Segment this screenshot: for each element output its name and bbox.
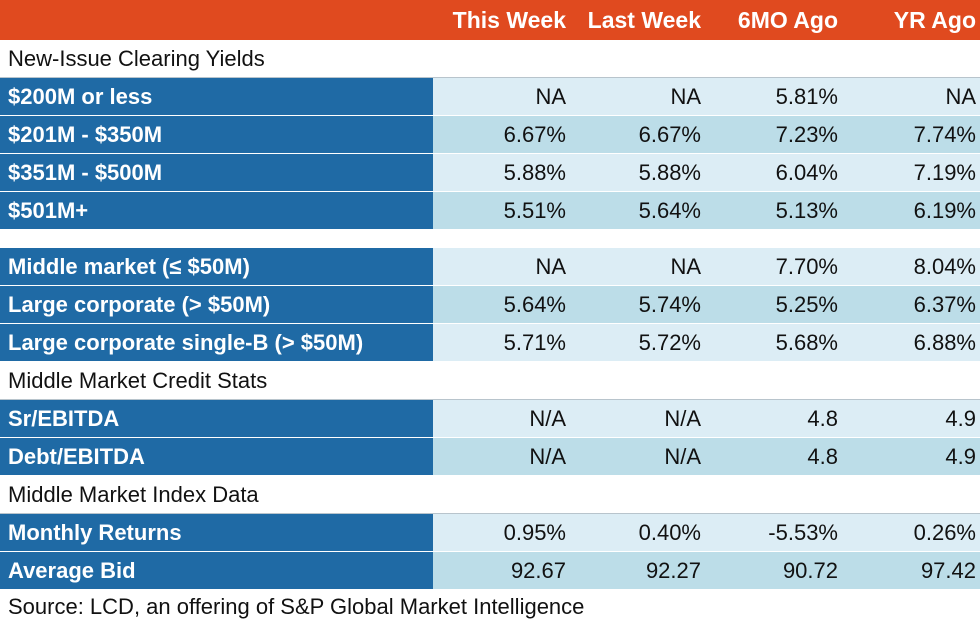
cell-last-week: 92.27 (568, 552, 703, 590)
source-note: Source: LCD, an offering of S&P Global M… (8, 594, 585, 619)
cell-yr-ago: 4.9 (840, 400, 980, 438)
cell-6mo-ago: 5.68% (703, 324, 840, 362)
row-label: $351M - $500M (0, 154, 433, 192)
row-label: Monthly Returns (0, 514, 433, 552)
cell-6mo-ago: 4.8 (703, 400, 840, 438)
row-label: Large corporate single-B (> $50M) (0, 324, 433, 362)
cell-this-week: N/A (433, 400, 568, 438)
section-title-credit-stats: Middle Market Credit Stats (0, 362, 980, 400)
row-label: Large corporate (> $50M) (0, 286, 433, 324)
cell-last-week: 5.88% (568, 154, 703, 192)
cell-this-week: NA (433, 248, 568, 286)
table-row: $200M or less NA NA 5.81% NA (0, 78, 980, 116)
table-header: This Week Last Week 6MO Ago YR Ago (0, 0, 980, 40)
row-label: Debt/EBITDA (0, 438, 433, 476)
cell-yr-ago: 6.37% (840, 286, 980, 324)
cell-6mo-ago: 90.72 (703, 552, 840, 590)
cell-6mo-ago: 7.23% (703, 116, 840, 154)
cell-last-week: 5.74% (568, 286, 703, 324)
section-title-clearing-yields: New-Issue Clearing Yields (0, 40, 980, 78)
row-label: $201M - $350M (0, 116, 433, 154)
cell-6mo-ago: 5.25% (703, 286, 840, 324)
cell-6mo-ago: 5.81% (703, 78, 840, 116)
cell-last-week: NA (568, 78, 703, 116)
cell-this-week: 92.67 (433, 552, 568, 590)
cell-yr-ago: 97.42 (840, 552, 980, 590)
cell-yr-ago: 7.74% (840, 116, 980, 154)
cell-this-week: 6.67% (433, 116, 568, 154)
cell-yr-ago: 8.04% (840, 248, 980, 286)
row-label: $501M+ (0, 192, 433, 230)
cell-last-week: NA (568, 248, 703, 286)
row-label: $200M or less (0, 78, 433, 116)
section-title-index-data: Middle Market Index Data (0, 476, 980, 514)
cell-last-week: N/A (568, 438, 703, 476)
cell-this-week: 5.88% (433, 154, 568, 192)
table-row: Sr/EBITDA N/A N/A 4.8 4.9 (0, 400, 980, 438)
cell-yr-ago: NA (840, 78, 980, 116)
cell-yr-ago: 6.88% (840, 324, 980, 362)
table-row: $501M+ 5.51% 5.64% 5.13% 6.19% (0, 192, 980, 230)
row-label: Sr/EBITDA (0, 400, 433, 438)
header-spacer (0, 0, 433, 40)
row-gap (0, 230, 980, 242)
table-row: Monthly Returns 0.95% 0.40% -5.53% 0.26% (0, 514, 980, 552)
cell-this-week: 5.51% (433, 192, 568, 230)
col-6mo-ago: 6MO Ago (737, 7, 838, 33)
cell-yr-ago: 0.26% (840, 514, 980, 552)
cell-last-week: 5.72% (568, 324, 703, 362)
cell-last-week: N/A (568, 400, 703, 438)
table-row: Average Bid 92.67 92.27 90.72 97.42 (0, 552, 980, 590)
cell-last-week: 5.64% (568, 192, 703, 230)
col-this-week: This Week (452, 7, 566, 33)
cell-6mo-ago: 6.04% (703, 154, 840, 192)
cell-6mo-ago: 7.70% (703, 248, 840, 286)
cell-this-week: 5.64% (433, 286, 568, 324)
row-label: Average Bid (0, 552, 433, 590)
col-yr-ago: YR Ago (893, 7, 976, 33)
cell-yr-ago: 7.19% (840, 154, 980, 192)
cell-yr-ago: 6.19% (840, 192, 980, 230)
table-row: Large corporate single-B (> $50M) 5.71% … (0, 324, 980, 362)
cell-this-week: NA (433, 78, 568, 116)
cell-6mo-ago: 5.13% (703, 192, 840, 230)
cell-yr-ago: 4.9 (840, 438, 980, 476)
table-row: $351M - $500M 5.88% 5.88% 6.04% 7.19% (0, 154, 980, 192)
cell-6mo-ago: -5.53% (703, 514, 840, 552)
cell-this-week: N/A (433, 438, 568, 476)
cell-last-week: 0.40% (568, 514, 703, 552)
cell-6mo-ago: 4.8 (703, 438, 840, 476)
table-row: Debt/EBITDA N/A N/A 4.8 4.9 (0, 438, 980, 476)
col-last-week: Last Week (587, 7, 701, 33)
cell-this-week: 0.95% (433, 514, 568, 552)
table-row: Large corporate (> $50M) 5.64% 5.74% 5.2… (0, 286, 980, 324)
row-label: Middle market (≤ $50M) (0, 248, 433, 286)
cell-this-week: 5.71% (433, 324, 568, 362)
cell-last-week: 6.67% (568, 116, 703, 154)
table-row: $201M - $350M 6.67% 6.67% 7.23% 7.74% (0, 116, 980, 154)
table-row: Middle market (≤ $50M) NA NA 7.70% 8.04% (0, 248, 980, 286)
